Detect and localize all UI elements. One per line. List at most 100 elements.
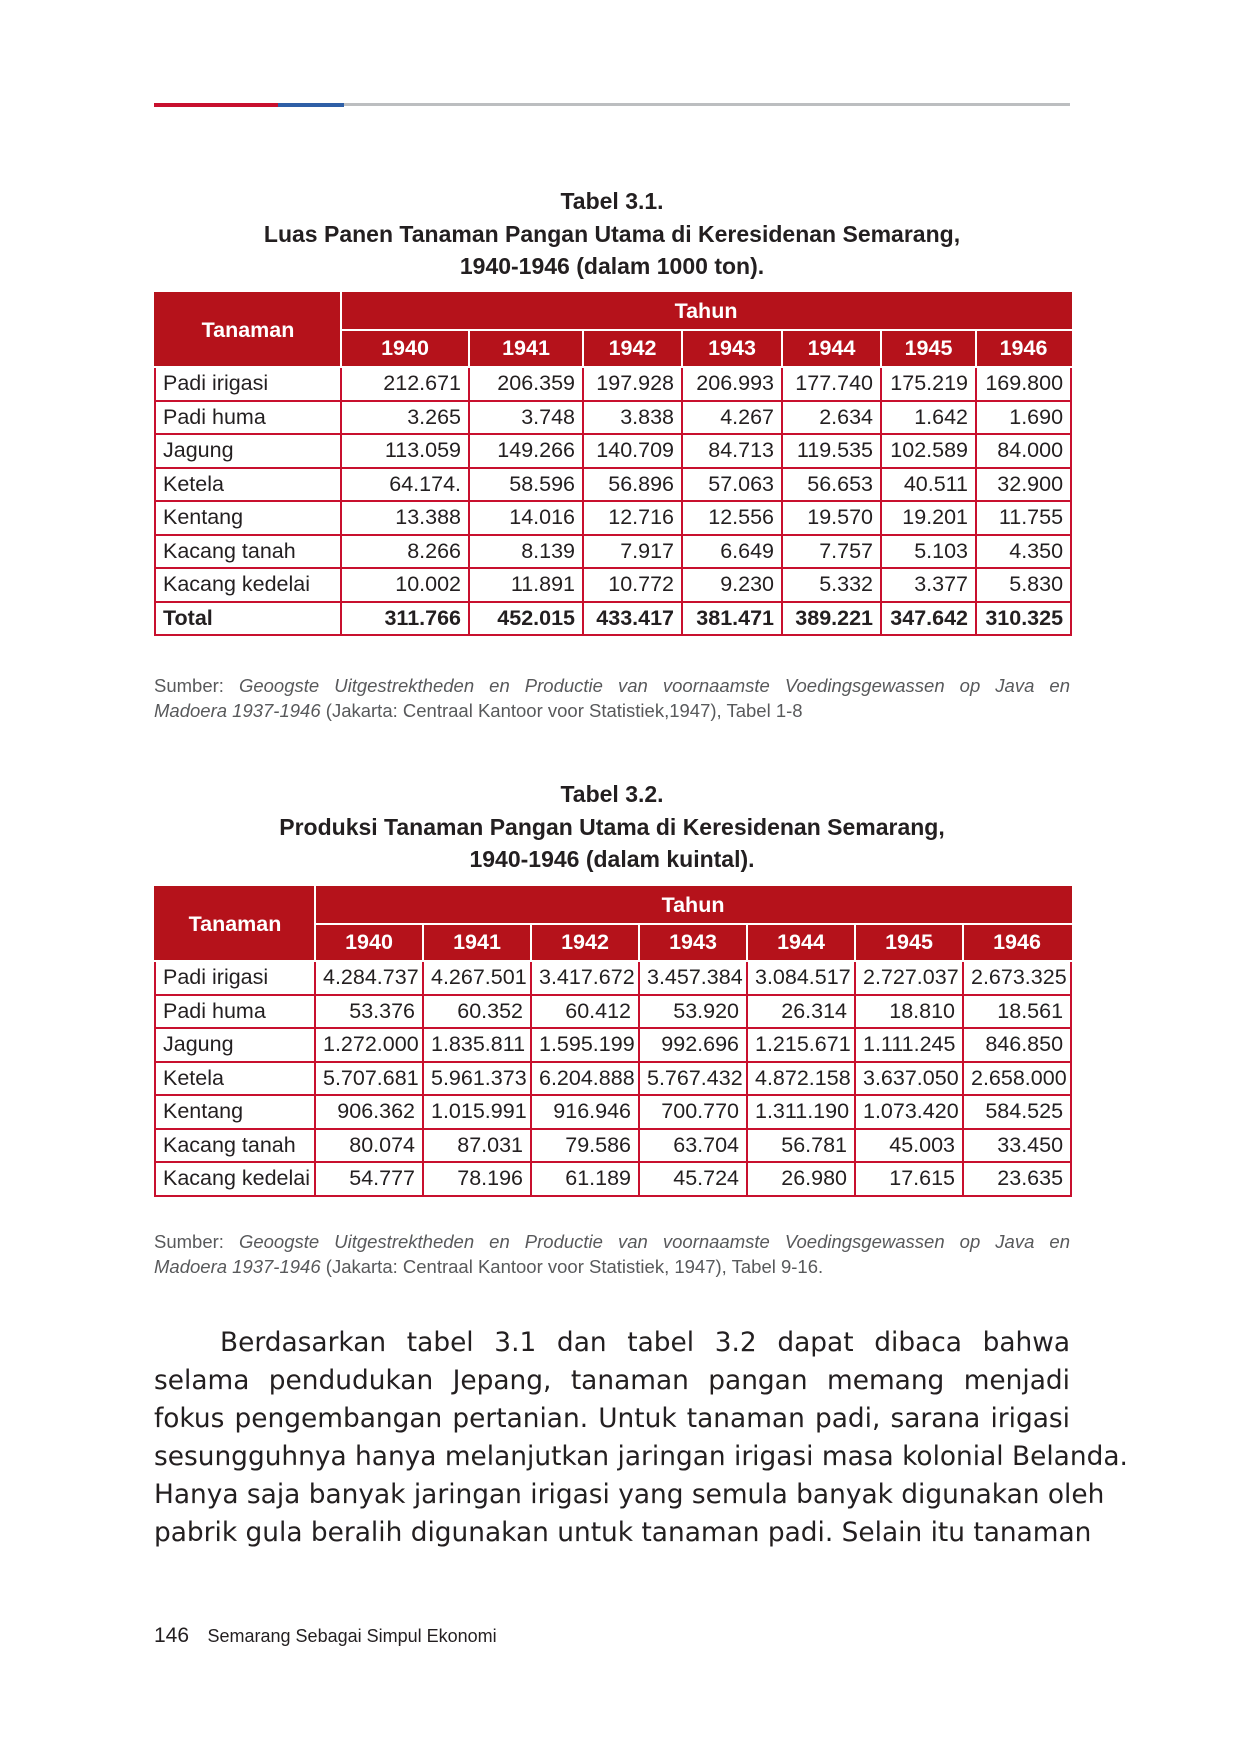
value-cell: 53.920	[638, 993, 748, 1029]
value-cell: 45.003	[854, 1127, 964, 1163]
table1-title-line1: Luas Panen Tanaman Pangan Utama di Keres…	[263, 220, 961, 247]
table2-title-line2: 1940-1946 (dalam kuintal).	[469, 846, 755, 872]
value-cell: 61.189	[530, 1161, 640, 1197]
table1-title-line2: 1940-1946 (dalam 1000 ton).	[459, 253, 765, 279]
value-cell: 1.015.991	[422, 1094, 532, 1130]
table2-header-year: 1942	[530, 923, 640, 962]
value-cell: 3.748	[468, 399, 584, 435]
value-cell: 8.266	[340, 533, 470, 569]
value-cell: 4.872.158	[746, 1060, 856, 1096]
value-cell: 2.727.037	[854, 960, 964, 996]
table2: Tanaman Tahun 1940 1941 1942 1943 1944 1…	[154, 886, 1073, 1197]
value-cell: 10.772	[582, 567, 683, 603]
value-cell: 4.350	[974, 533, 1073, 569]
value-cell: 19.201	[880, 500, 977, 536]
paragraph-line: selama pendudukan Jepang, tanaman pangan…	[154, 1365, 1070, 1396]
table-row: Jagung 1.272.000 1.835.811 1.595.199 992.696…	[154, 1027, 1073, 1063]
value-cell: 381.471	[681, 600, 783, 636]
value-cell: 206.359	[468, 366, 584, 402]
value-cell: 1.835.811	[422, 1027, 532, 1063]
table2-header-year: 1941	[422, 923, 532, 962]
value-cell: 60.412	[530, 993, 640, 1029]
table2-header-year: 1945	[854, 923, 964, 962]
table2-label: Tabel 3.2.	[560, 781, 664, 807]
value-cell: 4.284.737	[314, 960, 424, 996]
value-cell: 56.653	[781, 466, 882, 502]
value-cell: 26.314	[746, 993, 856, 1029]
paragraph-line: Berdasarkan tabel 3.1 dan tabel 3.2 dapa…	[220, 1327, 1070, 1358]
value-cell: 5.961.373	[422, 1060, 532, 1096]
table-row: Kentang 906.362 1.015.991 916.946 700.770 1.3…	[154, 1094, 1073, 1130]
value-cell: 2.673.325	[961, 960, 1073, 996]
crop-name-cell: Padi huma	[154, 399, 342, 435]
crop-name-cell: Ketela	[154, 466, 342, 502]
value-cell: 6.204.888	[530, 1060, 640, 1096]
value-cell: 9.230	[681, 567, 783, 603]
value-cell: 389.221	[781, 600, 882, 636]
value-cell: 80.074	[314, 1127, 424, 1163]
value-cell: 311.766	[340, 600, 470, 636]
value-cell: 57.063	[681, 466, 783, 502]
table1: Tanaman Tahun 1940 1941 1942 1943 1944 1…	[154, 292, 1073, 636]
value-cell: 56.781	[746, 1127, 856, 1163]
value-cell: 3.265	[340, 399, 470, 435]
table1-header-year: 1944	[781, 329, 882, 368]
value-cell: 54.777	[314, 1161, 424, 1197]
table2-title-line1: Produksi Tanaman Pangan Utama di Keresid…	[279, 813, 945, 840]
value-cell: 1.311.190	[746, 1094, 856, 1130]
table1-source: Sumber: Geoogste Uitgestrektheden en Pro…	[154, 673, 1070, 723]
value-cell: 10.002	[340, 567, 470, 603]
value-cell: 32.900	[974, 466, 1073, 502]
value-cell: 5.707.681	[314, 1060, 424, 1096]
value-cell: 64.174.	[340, 466, 470, 502]
book-title: Semarang Sebagai Simpul Ekonomi	[207, 1626, 497, 1646]
body-paragraph: Berdasarkan tabel 3.1 dan tabel 3.2 dapa…	[154, 1324, 1128, 1552]
value-cell: 1.690	[974, 399, 1073, 435]
table1-header-year: 1945	[880, 329, 977, 368]
value-cell: 5.332	[781, 567, 882, 603]
table-row: Kacang kedelai 54.777 78.196 61.189 45.724 26…	[154, 1161, 1073, 1197]
value-cell: 3.637.050	[854, 1060, 964, 1096]
page-footer: 146 Semarang Sebagai Simpul Ekonomi	[154, 1624, 497, 1648]
table-row: Padi irigasi 212.671 206.359 197.928 206.993…	[154, 366, 1073, 402]
value-cell: 3.084.517	[746, 960, 856, 996]
table-row: Kacang tanah 8.266 8.139 7.917 6.649 7.757 5.1…	[154, 533, 1073, 569]
table2-header-year: 1944	[746, 923, 856, 962]
crop-name-cell: Padi irigasi	[154, 960, 316, 996]
value-cell: 916.946	[530, 1094, 640, 1130]
table-row: Kacang tanah 80.074 87.031 79.586 63.704 56.7…	[154, 1127, 1073, 1163]
table1-source-italic-1: Geoogste Uitgestrektheden en Productie v…	[238, 675, 1070, 696]
value-cell: 197.928	[582, 366, 683, 402]
value-cell: 169.800	[974, 366, 1073, 402]
crop-name-cell: Ketela	[154, 1060, 316, 1096]
value-cell: 2.658.000	[961, 1060, 1073, 1096]
table1-label: Tabel 3.1.	[560, 188, 664, 214]
value-cell: 12.716	[582, 500, 683, 536]
value-cell: 58.596	[468, 466, 584, 502]
crop-name-cell: Kacang tanah	[154, 1127, 316, 1163]
value-cell: 347.642	[880, 600, 977, 636]
value-cell: 19.570	[781, 500, 882, 536]
value-cell: 5.830	[974, 567, 1073, 603]
value-cell: 14.016	[468, 500, 584, 536]
value-cell: 149.266	[468, 433, 584, 469]
value-cell: 846.850	[961, 1027, 1073, 1063]
table-row: Kacang kedelai 10.002 11.891 10.772 9.230 5.3…	[154, 567, 1073, 603]
value-cell: 84.713	[681, 433, 783, 469]
table1-source-italic-2: Madoera 1937-1946	[154, 700, 321, 721]
value-cell: 102.589	[880, 433, 977, 469]
table2-header-tahun: Tahun	[313, 886, 1073, 925]
value-cell: 177.740	[781, 366, 882, 402]
value-cell: 584.525	[961, 1094, 1073, 1130]
value-cell: 1.272.000	[314, 1027, 424, 1063]
value-cell: 79.586	[530, 1127, 640, 1163]
value-cell: 26.980	[746, 1161, 856, 1197]
value-cell: 12.556	[681, 500, 783, 536]
table1-header-year: 1942	[582, 329, 683, 368]
value-cell: 175.219	[880, 366, 977, 402]
crop-name-cell: Kacang kedelai	[154, 567, 342, 603]
table2-header-year: 1943	[638, 923, 748, 962]
page-number: 146	[154, 1624, 190, 1647]
header-rule-gray-segment	[344, 103, 1070, 106]
value-cell: 700.770	[638, 1094, 748, 1130]
